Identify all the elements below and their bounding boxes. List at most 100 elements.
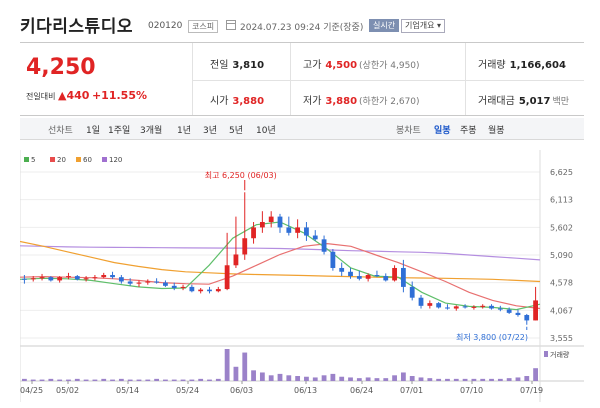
volume-bar (392, 375, 397, 381)
quote-cell-value: 3,880 (325, 96, 358, 107)
quote-row-divider (192, 80, 584, 81)
volume-legend-label: 거래량 (550, 350, 570, 359)
volume-bar (118, 378, 124, 381)
quote-cell-label: 저가 (303, 96, 322, 107)
candle-body (348, 271, 353, 277)
legend-label: 20 (57, 156, 66, 164)
x-tick-label: 06/03 (230, 386, 253, 395)
volume-bar (348, 377, 353, 381)
stock-header: 키다리스튜디오 020120 코스피 2024.07.23 09:24 기준(장… (0, 0, 600, 38)
volume-bar (480, 378, 486, 381)
volume-bar (436, 378, 442, 381)
volume-bar (48, 378, 54, 381)
volume-bar (400, 372, 406, 381)
quote-cell-sub: (상한가 4,950) (359, 61, 420, 71)
volume-bar (356, 378, 362, 381)
y-tick-label: 6,113 (550, 196, 573, 205)
candle-daily[interactable]: 일봉 (434, 126, 451, 136)
candle-body (533, 300, 538, 321)
volume-bar (286, 375, 292, 381)
volume-bar (154, 378, 160, 381)
moving-average-ma60 (19, 240, 541, 283)
candle-monthly[interactable]: 월봉 (488, 126, 505, 136)
quote-divider (290, 43, 291, 115)
volume-bar (39, 379, 45, 381)
quote-cell-label: 거래량 (478, 60, 506, 71)
period-1d[interactable]: 1일 (86, 126, 101, 136)
quote-cell-label: 전일 (210, 60, 229, 71)
y-tick-label: 6,625 (550, 168, 573, 177)
candle-body (154, 281, 160, 283)
realtime-button[interactable]: 실시간 (369, 19, 400, 32)
candle-body (39, 277, 45, 279)
volume-bar (22, 378, 27, 381)
volume-bar (427, 378, 433, 381)
period-3y[interactable]: 3년 (203, 126, 218, 136)
volume-bar (330, 373, 336, 381)
candle-weekly[interactable]: 주봉 (460, 126, 477, 136)
candle-body (524, 315, 530, 321)
candle-body (22, 278, 27, 280)
price-change: 전일대비 ▲440 +11.55% (26, 89, 147, 102)
candle-body (30, 278, 36, 280)
volume-bar (136, 379, 142, 381)
quote-cell: 거래량 1,166,604 (478, 56, 566, 71)
legend-swatch (76, 157, 81, 162)
quote-cell-label: 시가 (210, 96, 229, 107)
volume-bar (110, 379, 115, 381)
period-1w[interactable]: 1주일 (108, 126, 131, 136)
line-chart-label[interactable]: 선차트 (48, 126, 73, 136)
high-annotation: 최고 6,250 (06/03) (205, 170, 277, 180)
period-1y[interactable]: 1년 (177, 126, 192, 136)
volume-bar (515, 377, 521, 381)
candle-body (101, 275, 107, 278)
candle-chart-label[interactable]: 봉차트 (396, 126, 421, 136)
candle-body (462, 306, 468, 308)
chart-svg: 6,625 6,113 5,602 5,090 4,578 4,067 3,555 5 20 60… (19, 150, 584, 402)
volume-bar (189, 379, 195, 381)
candle-body (259, 222, 265, 228)
candle-body (392, 267, 397, 281)
moving-average-ma5 (19, 221, 541, 311)
quote-divider (192, 43, 193, 115)
candle-body (118, 277, 124, 282)
candle-body (277, 216, 283, 228)
x-tick-label: 07/01 (400, 386, 423, 395)
change-value: ▲440 (58, 89, 90, 102)
volume-bar (321, 375, 327, 381)
candle-body (339, 267, 345, 272)
x-tick-label: 06/24 (350, 386, 373, 395)
volume-legend-swatch (544, 351, 548, 357)
period-5y[interactable]: 5년 (229, 126, 244, 136)
legend-swatch (50, 157, 55, 162)
candle-body (295, 227, 301, 233)
market-badge: 코스피 (188, 20, 219, 33)
legend-swatch (24, 157, 29, 162)
candle-body (321, 239, 327, 252)
volume-bar (312, 377, 318, 381)
moving-average-ma20 (19, 242, 541, 310)
calendar-icon (226, 20, 236, 30)
volume-bar (242, 352, 248, 381)
x-tick-label: 05/02 (56, 386, 79, 395)
quote-panel: 4,250 전일대비 ▲440 +11.55% 전일 3,810 고가 4,500 (상… (20, 42, 584, 116)
period-10y[interactable]: 10년 (256, 126, 276, 136)
volume-bar (383, 378, 389, 381)
quote-cell: 시가 3,880 (210, 92, 264, 107)
volume-bar (224, 349, 230, 381)
quote-cell: 저가 3,880 (하한가 2,670) (303, 92, 420, 107)
volume-bar (277, 373, 283, 381)
candle-body (233, 254, 239, 266)
candle-body (506, 309, 512, 313)
quote-divider (465, 43, 466, 115)
candle-body (330, 251, 336, 268)
period-3m[interactable]: 3개월 (140, 126, 163, 136)
y-tick-label: 4,067 (550, 306, 573, 315)
volume-bar (453, 378, 459, 381)
candle-body (409, 286, 415, 298)
candle-body (198, 289, 204, 292)
company-info-dropdown[interactable]: 기업개요 ▾ (401, 19, 445, 33)
change-label: 전일대비 (26, 92, 56, 101)
volume-bar (66, 379, 71, 381)
volume-bar (145, 379, 151, 381)
